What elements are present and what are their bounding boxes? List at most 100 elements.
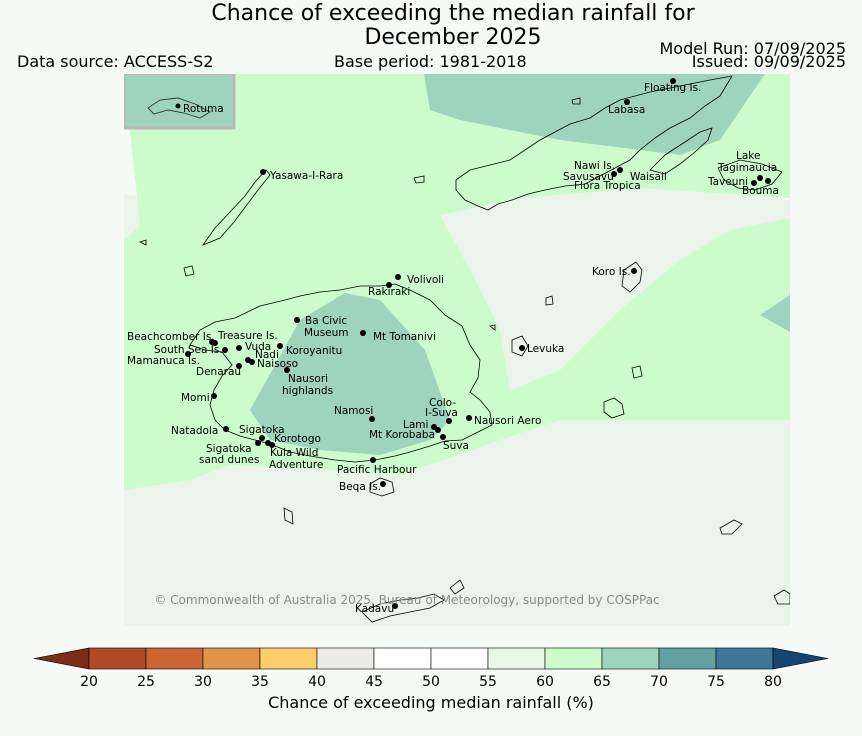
place-label: Flora Tropica [574,180,641,192]
place-label: Lami [403,419,428,431]
colorbar-tick-label: 40 [308,674,326,690]
title-line-2: December 2025 [364,25,542,50]
colorbar-tick-label: 25 [137,674,155,690]
place-label: Korotogo [274,433,321,445]
coast-islet-7 [283,507,294,525]
place-label: Beachcomber Is. [127,331,215,343]
place-label: Museum [304,327,349,339]
band-65-70-east [760,295,790,332]
place-label: Koroyanitu [286,345,342,357]
issued-date: Issued: 09/09/2025 [691,52,846,71]
coast-viti-levu [189,283,493,463]
place-label: Yasawa-I-Rara [269,170,343,182]
colorbar-tick-label: 80 [764,674,782,690]
place-label: Treasure Is. [217,330,278,342]
colorbar: 20 25 30 35 40 45 50 55 60 65 70 75 80 [33,647,829,690]
place-label: Rakiraki [368,286,410,298]
colorbar-tick-label: 30 [194,674,212,690]
band-65-70-viti-levu [250,293,450,455]
place-label: Taveuni [707,176,748,188]
place-label: Beqa Is. [339,481,381,493]
place-label: Colo- [429,397,456,409]
colorbar-cell [316,647,375,670]
data-source: Data source: ACCESS-S2 [17,52,214,71]
place-label: Kula Wild [270,447,318,459]
colorbar-extend-high [772,647,829,670]
inset-label: Rotuma [183,103,224,115]
colorbar-cell [373,647,432,670]
place-label: Adventure [269,459,323,471]
coast-kadavu [361,593,445,623]
colorbar-tick-label: 60 [536,674,554,690]
colorbar-cell [202,647,261,670]
place-label: Nadi [255,349,279,361]
place-label: Sigatoka [206,443,252,455]
colorbar-ticks: 20 25 30 35 40 45 50 55 60 65 70 75 80 [80,674,782,690]
coast-islet-5 [603,397,625,419]
place-label: Kadavu [355,603,394,615]
place-label: Denarau [196,366,241,378]
place-label: highlands [282,385,333,397]
place-label: Mt Tomanivi [373,331,436,343]
place-label: Suva [443,440,469,452]
place-label: Namosi [334,405,373,417]
place-label: Koro Is. [592,266,631,278]
colorbar-cell [544,647,603,670]
coast-islet-9 [773,589,790,605]
place-label: Waisali [630,171,667,183]
place-label: I-Suva [425,407,458,419]
colorbar-cell [145,647,204,670]
coast-taveuni-east [717,159,783,191]
coast-islet-8 [719,519,743,535]
place-label: Naisoso [257,358,298,370]
colorbar-tick-label: 35 [251,674,269,690]
coast-islet-2 [183,265,195,277]
colorbar-tick-label: 45 [365,674,383,690]
coast-beqa [369,477,395,497]
rainfall-map: Rotuma Floating Is. Labasa Nawi Is. Savu… [124,74,790,626]
place-markers [185,78,771,609]
colorbar-cells [33,647,829,670]
coast-islet-10 [449,579,465,595]
copyright-notice: © Commonwealth of Australia 2025, Bureau… [154,593,660,607]
place-label: Labasa [608,104,645,116]
coast-islet-3 [138,239,147,246]
colorbar-cell [88,647,147,670]
place-label: Lake [736,150,760,162]
coast-islet-1 [413,175,425,184]
colorbar-cell [658,647,717,670]
colorbar-label: Chance of exceeding median rainfall (%) [268,693,594,712]
place-label: Momi [181,392,210,404]
place-label: Nausori Aero [474,415,541,427]
coast-islet-4 [545,295,554,306]
place-label: Pacific Harbour [337,464,417,476]
coast-islet-11 [571,97,581,105]
coast-yasawa [201,169,271,246]
place-label: Sigatoka [239,424,285,436]
place-label: Savusavu [563,171,614,183]
place-label: Levuka [527,343,564,355]
colorbar-cell [487,647,546,670]
place-label: Vuda [245,341,271,353]
coast-islet-12 [489,324,496,331]
coast-ovalau [511,335,529,357]
title-line-1: Chance of exceeding the median rainfall … [211,1,695,26]
colorbar-cell [715,647,774,670]
place-label: Natadola [171,425,218,437]
colorbar-tick-label: 65 [593,674,611,690]
band-65-70-north [424,74,765,155]
place-label: Mamanuca Is. [127,355,200,367]
colorbar-tick-label: 55 [479,674,497,690]
chart-title: Chance of exceeding the median rainfall … [0,2,862,50]
colorbar-cell [430,647,489,670]
colorbar-cell [601,647,660,670]
place-label: Nausori [288,373,328,385]
place-label: Nawi Is. [574,160,615,172]
colorbar-tick-label: 20 [80,674,98,690]
colorbar-tick-label: 50 [422,674,440,690]
place-label: sand dunes [199,454,259,466]
place-label: Floating Is. [644,82,701,94]
place-label: Tagimaucia [717,162,777,174]
place-labels: Floating Is. Labasa Nawi Is. Savusavu Wa… [127,82,779,615]
place-label: Bouma [742,185,779,197]
